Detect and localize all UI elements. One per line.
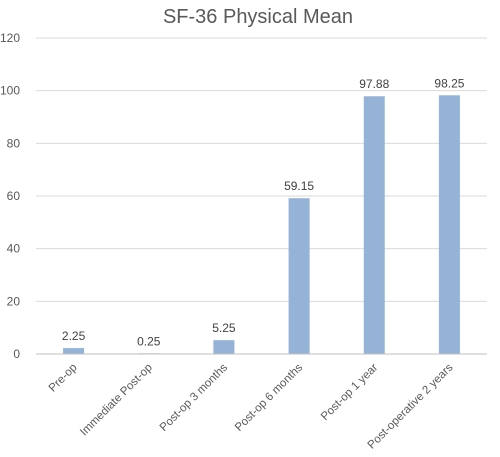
data-label: 98.25: [434, 76, 464, 90]
y-tick-label: 20: [7, 294, 21, 308]
data-labels: 2.25 0.25 5.25 59.15 97.88 98.25: [62, 76, 465, 348]
data-label: 59.15: [284, 179, 314, 193]
data-label: 2.25: [62, 329, 86, 343]
x-category-label: Immediate Post-op: [78, 362, 155, 439]
bars: [63, 95, 460, 355]
gridlines: [36, 37, 487, 302]
data-label: 97.88: [359, 77, 389, 91]
x-category-label: Pre-op: [47, 362, 80, 395]
x-category-label: Post-op 1 year: [319, 362, 380, 423]
bar: [288, 198, 310, 354]
y-tick-label: 80: [7, 136, 21, 150]
bar: [438, 95, 460, 355]
y-tick-label: 0: [13, 347, 20, 361]
x-category-label: Post-op 3 months: [158, 361, 230, 433]
y-tick-label: 120: [0, 31, 20, 45]
x-category-label: Post-operative 2 years: [366, 361, 456, 451]
bar: [363, 96, 385, 355]
bar: [63, 348, 85, 354]
data-label: 0.25: [137, 334, 161, 348]
x-category-label: Post-op 6 months: [233, 361, 305, 433]
y-tick-label: 40: [7, 242, 21, 256]
y-tick-label: 100: [0, 84, 20, 98]
y-tick-label: 60: [7, 189, 21, 203]
bar: [213, 340, 235, 354]
data-label: 5.25: [212, 321, 236, 335]
y-axis-ticks: 0 20 40 60 80 100 120: [0, 31, 20, 361]
chart-title: SF-36 Physical Mean: [163, 6, 353, 28]
